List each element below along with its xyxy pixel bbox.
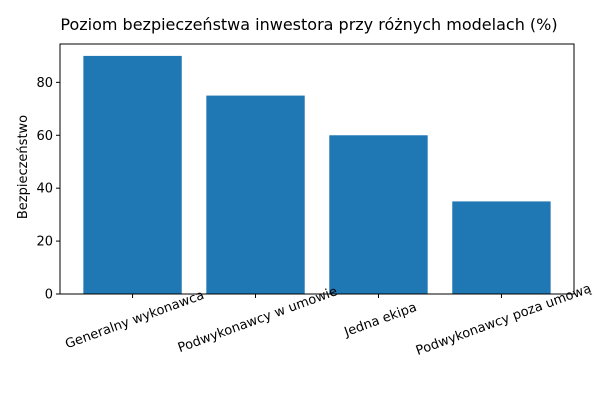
y-axis-ticks: 0 20 40 60 80 bbox=[36, 76, 60, 303]
bar-2 bbox=[329, 135, 428, 294]
y-tick-label-4: 80 bbox=[36, 76, 53, 91]
axes-frame bbox=[59, 43, 575, 295]
bar-0 bbox=[83, 55, 182, 295]
bar-1 bbox=[206, 95, 305, 294]
y-axis-label: Bezpieczeństwo bbox=[16, 115, 31, 219]
plot-frame bbox=[59, 43, 575, 295]
y-tick-label-2: 40 bbox=[36, 182, 53, 197]
chart-title: Poziom bezpieczeństwa inwestora przy róż… bbox=[60, 15, 557, 34]
y-tick-label-0: 0 bbox=[45, 288, 53, 303]
x-tick-label-2: Jedna ekipa bbox=[342, 300, 419, 340]
bars-group bbox=[83, 55, 551, 295]
y-tick-label-1: 20 bbox=[36, 235, 53, 250]
y-tick-label-3: 60 bbox=[36, 129, 53, 144]
bar-3 bbox=[452, 201, 551, 294]
